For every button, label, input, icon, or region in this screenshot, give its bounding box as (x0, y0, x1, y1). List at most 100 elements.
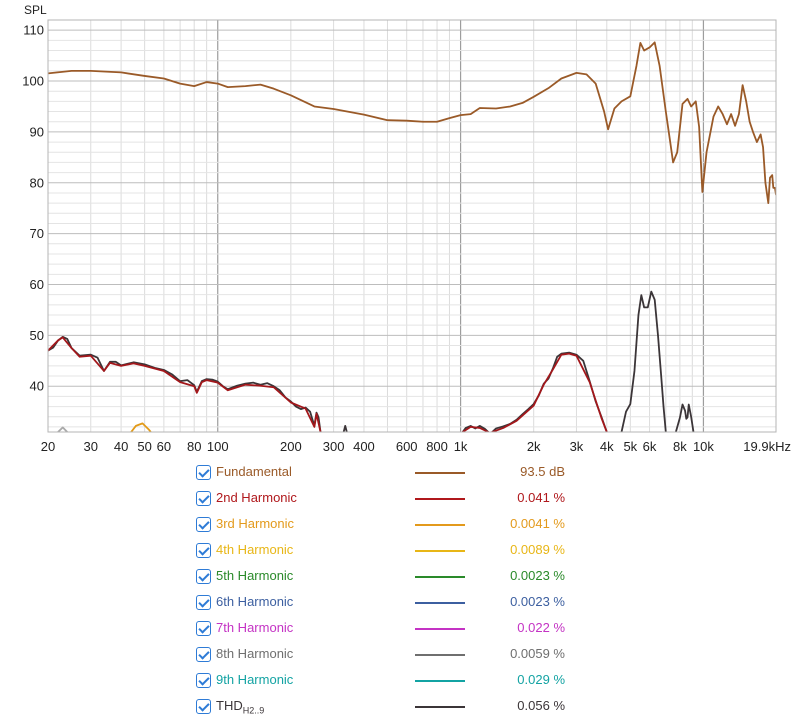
x-tick-label: 600 (396, 439, 418, 454)
x-tick-label: 19.9kHz (743, 439, 791, 454)
x-tick-labels: 20 30 40 50 60 80 100 200 300 400 600 800 1k 2k 3k 4k 5k… (41, 439, 791, 454)
series-line-8th-harmonic (57, 426, 69, 432)
legend-swatch (415, 576, 465, 578)
legend-checkbox[interactable] (196, 543, 211, 558)
legend-value: 0.0089 % (510, 542, 565, 557)
legend-checkbox[interactable] (196, 517, 211, 532)
legend: Fundamental 93.5 dB 2nd Harmonic 0.041 % 3rd… (194, 461, 594, 721)
legend-label[interactable]: 8th Harmonic (216, 646, 293, 661)
x-tick-label: 6k (643, 439, 657, 454)
legend-swatch (415, 628, 465, 630)
legend-label-text: 4th Harmonic (216, 542, 294, 557)
legend-label[interactable]: THDH2..9 (216, 698, 264, 716)
series-line-thd (620, 290, 667, 432)
legend-value: 0.0023 % (510, 568, 565, 583)
series-line-thd (342, 425, 348, 432)
legend-label[interactable]: 6th Harmonic (216, 594, 293, 609)
x-tick-label: 200 (280, 439, 302, 454)
legend-checkbox[interactable] (196, 673, 211, 688)
legend-row: THDH2..9 0.056 % (194, 695, 594, 721)
legend-label[interactable]: 3rd Harmonic (216, 516, 294, 531)
legend-row: 5th Harmonic 0.0023 % (194, 565, 594, 591)
series-line-thd (48, 335, 322, 432)
legend-checkbox[interactable] (196, 621, 211, 636)
legend-row: 7th Harmonic 0.022 % (194, 617, 594, 643)
y-tick-labels: 40 50 60 70 80 90 100 110 (22, 23, 44, 394)
legend-checkbox[interactable] (196, 647, 211, 662)
legend-value: 0.0041 % (510, 516, 565, 531)
series-line-2nd-harmonic (461, 426, 490, 432)
legend-swatch (415, 602, 465, 604)
legend-label-text: 8th Harmonic (216, 646, 294, 661)
x-tick-label: 4k (600, 439, 614, 454)
legend-label-text: 9th Harmonic (216, 672, 294, 687)
x-tick-label: 2k (527, 439, 541, 454)
y-tick-label: 70 (30, 226, 44, 241)
legend-label[interactable]: Fundamental (216, 464, 292, 479)
legend-swatch (415, 472, 465, 474)
legend-row: 9th Harmonic 0.029 % (194, 669, 594, 695)
y-tick-label: 80 (30, 175, 44, 190)
y-tick-label: 90 (30, 124, 44, 139)
legend-value: 0.022 % (517, 620, 565, 635)
legend-label[interactable]: 4th Harmonic (216, 542, 293, 557)
legend-checkbox[interactable] (196, 465, 211, 480)
legend-label-text: 5th Harmonic (216, 568, 294, 583)
legend-checkbox[interactable] (196, 595, 211, 610)
x-tick-label: 10k (693, 439, 714, 454)
x-tick-label: 60 (157, 439, 171, 454)
series-line-fundamental (48, 41, 776, 205)
legend-row: 4th Harmonic 0.0089 % (194, 539, 594, 565)
legend-checkbox[interactable] (196, 491, 211, 506)
legend-value: 0.0023 % (510, 594, 565, 609)
legend-swatch (415, 550, 465, 552)
legend-row: 3rd Harmonic 0.0041 % (194, 513, 594, 539)
legend-row: 8th Harmonic 0.0059 % (194, 643, 594, 669)
series-line-3rd-harmonic (130, 422, 152, 432)
legend-label-text: 3rd Harmonic (216, 516, 295, 531)
legend-row: 2nd Harmonic 0.041 % (194, 487, 594, 513)
legend-label-text: 6th Harmonic (216, 594, 294, 609)
legend-row: 6th Harmonic 0.0023 % (194, 591, 594, 617)
x-tick-label: 40 (114, 439, 128, 454)
series-line-thd (674, 403, 695, 432)
legend-checkbox[interactable] (196, 569, 211, 584)
series-line-thd (491, 351, 608, 432)
legend-label[interactable]: 2nd Harmonic (216, 490, 297, 505)
legend-label[interactable]: 7th Harmonic (216, 620, 293, 635)
legend-label-text: 2nd Harmonic (216, 490, 297, 505)
y-tick-label: 60 (30, 277, 44, 292)
legend-checkbox[interactable] (196, 699, 211, 714)
y-tick-label: 50 (30, 328, 44, 343)
x-tick-label: 400 (353, 439, 375, 454)
x-tick-label: 50 (137, 439, 151, 454)
y-tick-label: 110 (23, 23, 44, 38)
x-tick-label: 100 (207, 439, 229, 454)
legend-value: 0.056 % (517, 698, 565, 713)
legend-swatch (415, 680, 465, 682)
grid (47, 19, 776, 432)
legend-value: 0.041 % (517, 490, 565, 505)
legend-label-text: Fundamental (216, 464, 292, 479)
series-line-2nd-harmonic (491, 352, 608, 432)
legend-value: 93.5 dB (520, 464, 565, 479)
x-tick-label: 300 (323, 439, 345, 454)
legend-label-text: 7th Harmonic (216, 620, 294, 635)
spl-chart: 40 50 60 70 80 90 100 110 20 30 40 50 60 80 100 200 300… (22, 3, 791, 454)
legend-label-subscript: H2..9 (242, 705, 265, 716)
series-lines (48, 41, 776, 432)
legend-swatch (415, 498, 465, 500)
legend-swatch (415, 706, 465, 708)
legend-label[interactable]: 5th Harmonic (216, 568, 293, 583)
x-tick-label: 8k (673, 439, 687, 454)
series-line-2nd-harmonic (48, 336, 322, 432)
x-tick-label: 3k (570, 439, 584, 454)
y-tick-label: 100 (22, 74, 44, 89)
y-axis-label: SPL (24, 3, 47, 17)
x-tick-label: 1k (454, 439, 468, 454)
legend-label[interactable]: 9th Harmonic (216, 672, 293, 687)
legend-value: 0.0059 % (510, 646, 565, 661)
x-tick-label: 80 (187, 439, 201, 454)
legend-swatch (415, 524, 465, 526)
x-tick-label: 30 (84, 439, 98, 454)
